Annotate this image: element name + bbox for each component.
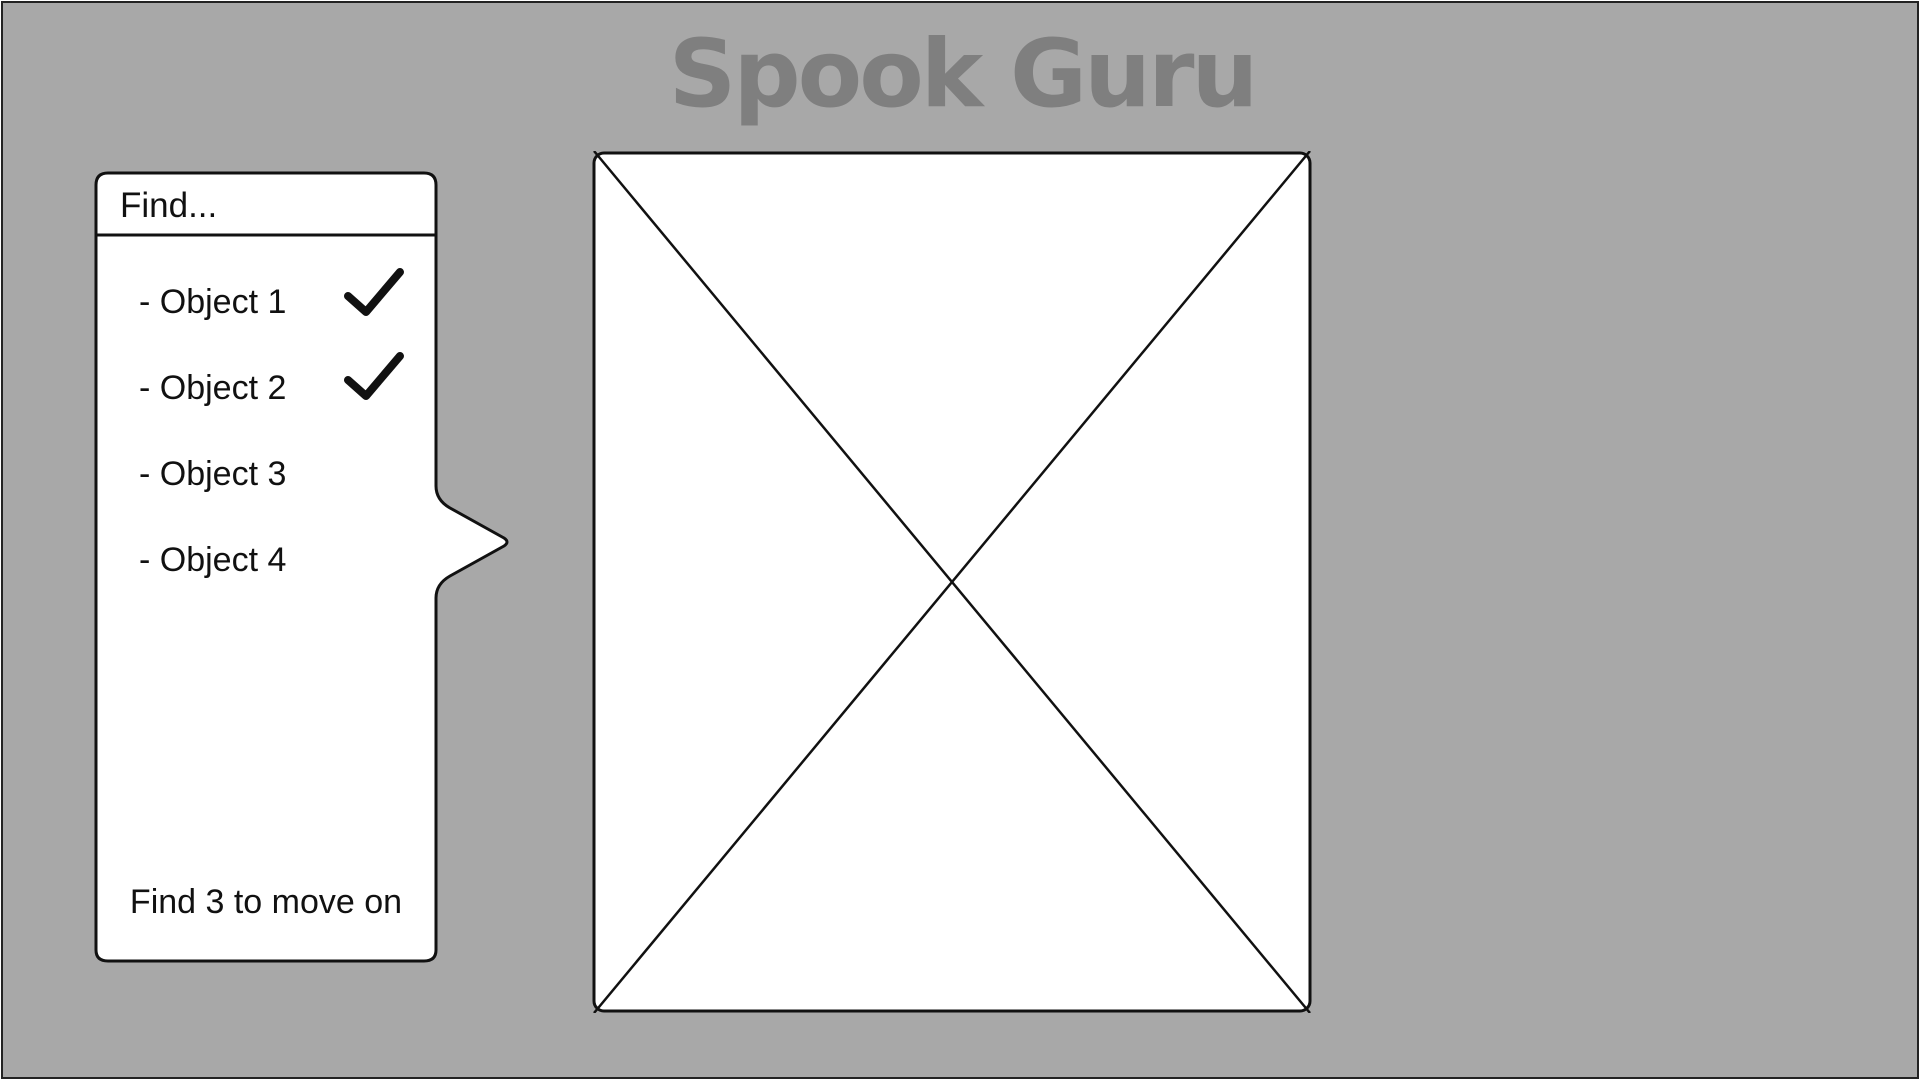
find-panel-header: Find... [120, 186, 218, 225]
checkmark-icon [344, 268, 404, 316]
checkmark-icon [344, 352, 404, 400]
find-panel-footer: Find 3 to move on [129, 883, 403, 921]
find-item-object-3: - Object 3 [139, 455, 287, 493]
find-item-object-4: - Object 4 [139, 541, 287, 579]
find-item-object-2: - Object 2 [139, 369, 287, 407]
find-panel-border [94, 171, 509, 963]
placeholder-diagonal-2 [593, 151, 1311, 1013]
find-item-object-1: - Object 1 [139, 283, 287, 321]
image-placeholder-icon[interactable] [592, 151, 1312, 1013]
app-title: Spook Guru [668, 20, 1259, 129]
